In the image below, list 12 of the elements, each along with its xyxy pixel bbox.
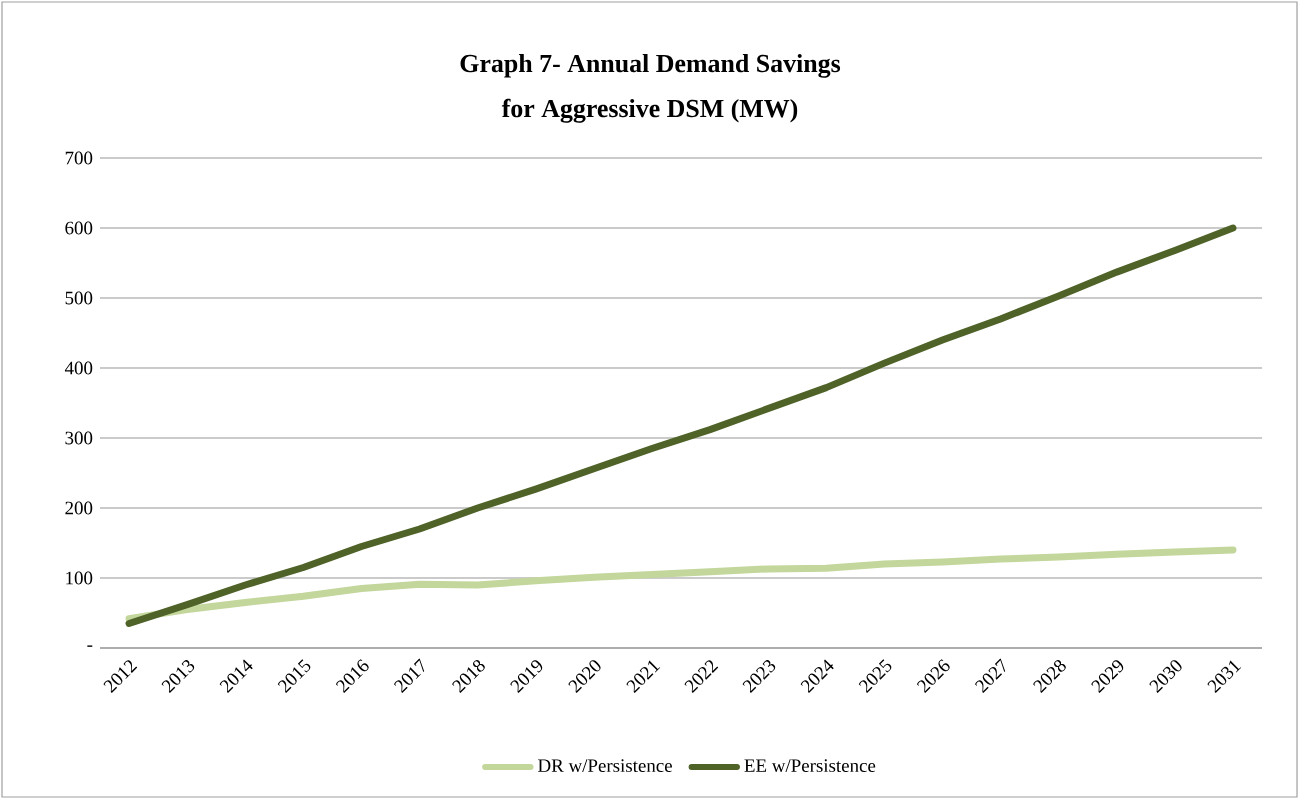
y-tick-label: 200 [65, 501, 93, 515]
legend-label: DR w/Persistence [538, 759, 672, 773]
y-tick-label: 600 [65, 221, 93, 235]
y-tick-label: 300 [65, 431, 93, 445]
y-tick-label: 700 [65, 151, 93, 165]
chart-title: Graph 7- Annual Demand Savings [460, 54, 841, 78]
y-tick-label: 100 [66, 571, 93, 585]
y-tick-label: - [87, 645, 93, 647]
y-tick-label: 400 [64, 361, 93, 375]
y-tick-label: 500 [65, 291, 93, 305]
legend-label: EE w/Persistence [744, 759, 876, 773]
chart-subtitle: for Aggressive DSM (MW) [501, 98, 798, 123]
